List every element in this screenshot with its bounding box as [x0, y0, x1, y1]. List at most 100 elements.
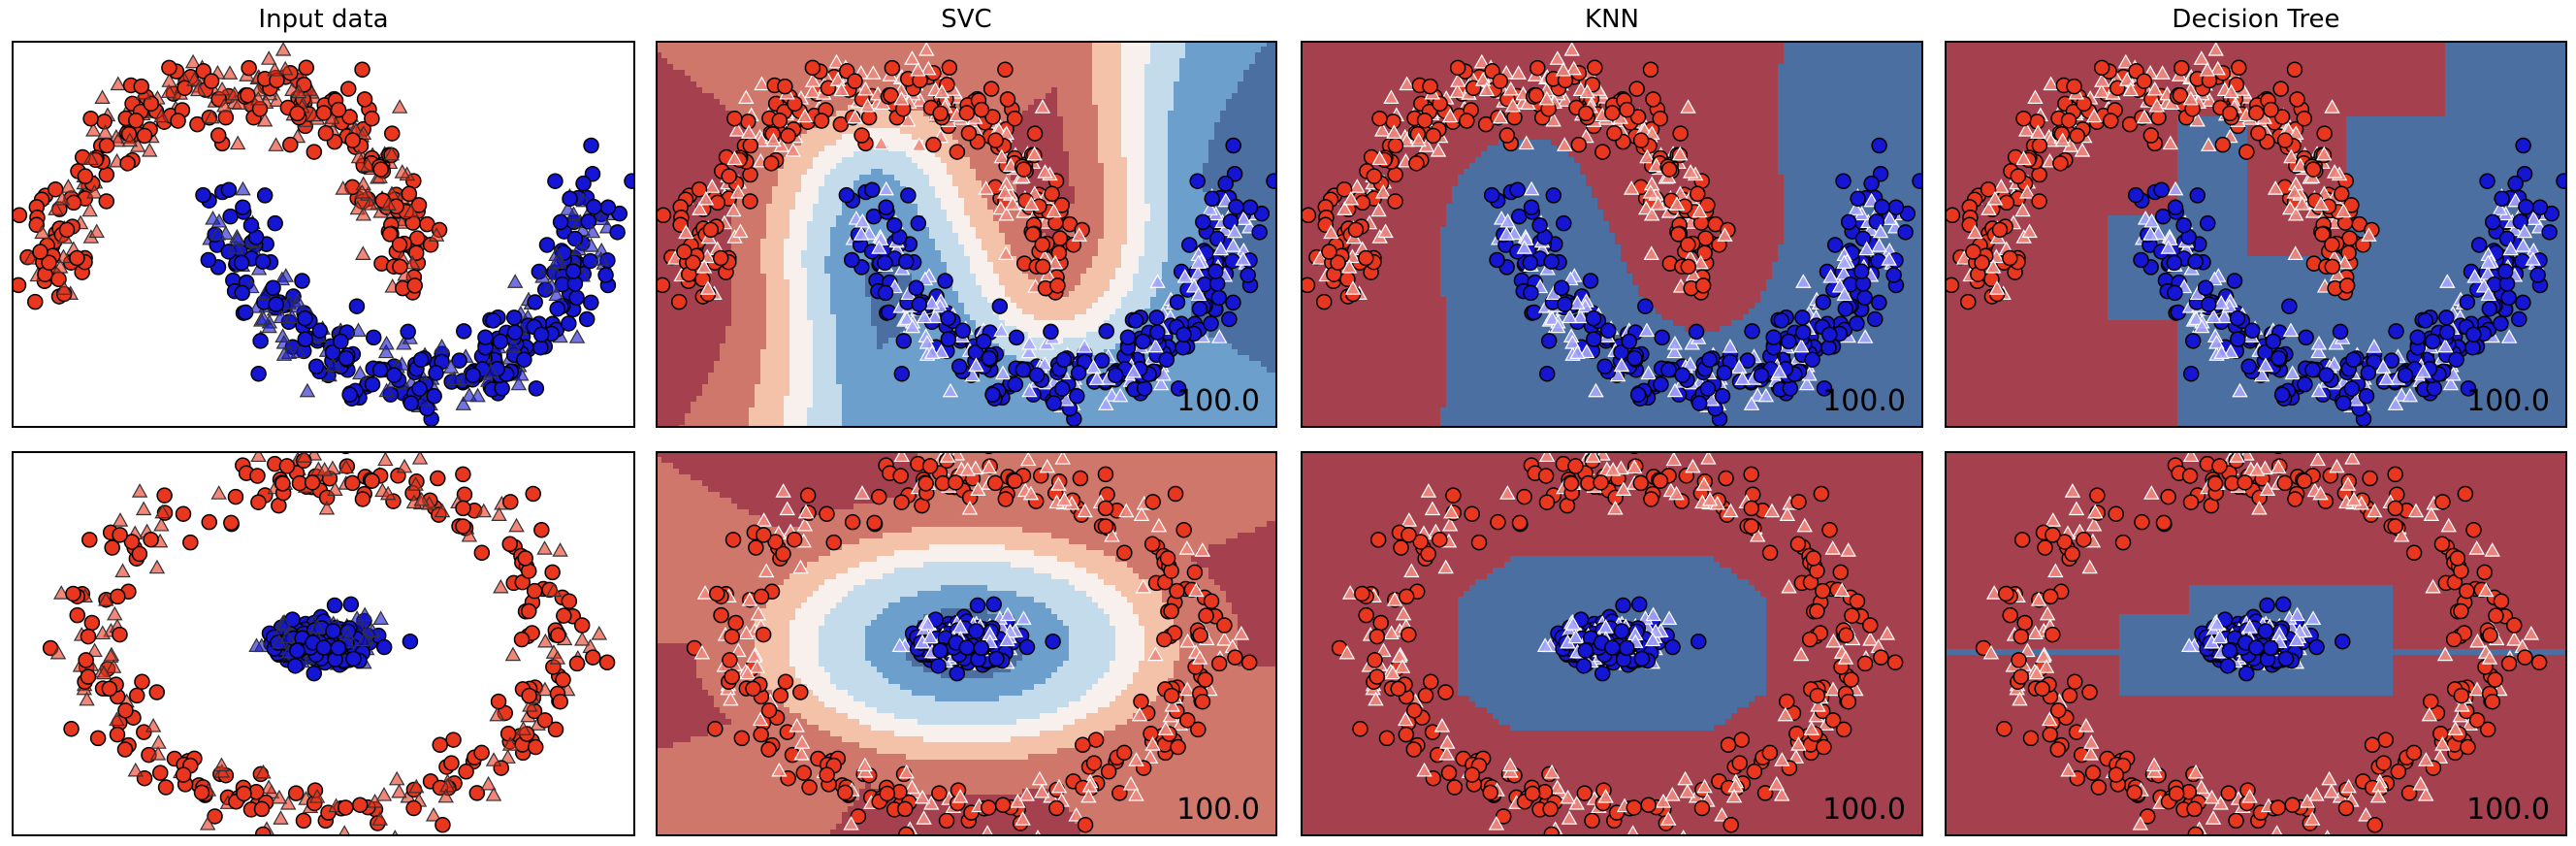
test-point-triangle: [1763, 503, 1781, 518]
test-point-triangle: [1549, 318, 1566, 334]
test-point-triangle: [1499, 485, 1516, 500]
test-point-triangle: [1623, 180, 1640, 195]
test-point-triangle: [2199, 61, 2216, 77]
test-point-triangle: [923, 295, 941, 309]
train-point-circle: [525, 485, 541, 503]
train-point-circle: [1108, 367, 1124, 384]
test-point-triangle: [1375, 642, 1392, 658]
train-point-circle: [1680, 258, 1697, 276]
test-point-triangle: [394, 164, 411, 179]
train-point-circle: [801, 779, 818, 796]
train-point-circle: [575, 175, 592, 192]
train-point-circle: [80, 628, 97, 645]
test-point-triangle: [2162, 135, 2179, 150]
train-point-circle: [1111, 785, 1128, 801]
train-point-circle: [1097, 518, 1114, 535]
train-point-circle: [1387, 193, 1403, 210]
train-point-circle: [513, 631, 531, 648]
train-point-circle: [1809, 602, 1825, 620]
train-point-circle: [1626, 799, 1643, 816]
test-point-triangle: [85, 121, 102, 137]
test-point-triangle: [1565, 60, 1582, 76]
train-point-circle: [864, 181, 881, 198]
test-point-triangle: [785, 142, 801, 157]
train-point-circle: [268, 296, 284, 312]
test-point-triangle: [2437, 338, 2454, 353]
train-point-circle: [392, 258, 408, 276]
train-point-circle: [1034, 258, 1051, 276]
train-point-circle: [670, 293, 688, 310]
test-point-triangle: [833, 81, 850, 97]
train-point-circle: [451, 352, 467, 369]
train-point-circle: [1832, 564, 1850, 581]
test-point-triangle: [483, 363, 499, 378]
train-point-circle: [306, 665, 323, 682]
train-point-circle: [976, 333, 992, 350]
train-point-circle: [1689, 185, 1706, 203]
test-point-triangle: [434, 503, 451, 518]
test-point-triangle: [355, 245, 371, 260]
train-point-circle: [1189, 173, 1206, 189]
test-point-triangle: [1439, 734, 1456, 749]
test-point-triangle: [1391, 648, 1408, 663]
train-point-circle: [561, 593, 578, 609]
train-point-circle: [2174, 59, 2190, 77]
train-point-circle: [2167, 284, 2183, 302]
test-point-triangle: [276, 616, 293, 631]
train-point-circle: [267, 214, 283, 232]
train-point-circle: [401, 185, 418, 203]
train-point-circle: [1628, 81, 1645, 97]
test-point-triangle: [1510, 65, 1527, 80]
test-point-triangle: [442, 359, 460, 374]
test-point-triangle: [1191, 650, 1208, 665]
train-point-circle: [947, 474, 964, 491]
train-point-circle: [2515, 137, 2531, 154]
test-point-triangle: [1793, 338, 1810, 353]
train-point-circle: [721, 168, 737, 184]
test-point-triangle: [204, 109, 220, 124]
train-point-circle: [997, 491, 1014, 507]
test-point-triangle: [255, 310, 273, 325]
test-point-triangle: [504, 338, 522, 353]
train-point-circle: [1135, 333, 1151, 350]
test-point-triangle: [728, 121, 746, 137]
train-point-circle: [289, 105, 306, 122]
test-point-triangle: [2312, 196, 2330, 211]
test-point-triangle: [1164, 697, 1180, 712]
train-point-circle: [1432, 531, 1448, 548]
test-point-triangle: [997, 245, 1014, 260]
test-point-triangle: [2436, 646, 2454, 662]
test-point-triangle: [1410, 132, 1427, 147]
train-point-circle: [1228, 198, 1244, 215]
train-point-circle: [1577, 105, 1594, 122]
train-point-circle: [2066, 78, 2082, 95]
test-point-triangle: [371, 811, 389, 826]
train-point-circle: [1886, 654, 1904, 671]
train-point-circle: [1204, 190, 1220, 208]
test-point-triangle: [396, 458, 413, 473]
test-point-triangle: [1020, 343, 1038, 359]
train-point-circle: [1701, 351, 1718, 368]
train-point-circle: [2516, 166, 2533, 182]
train-point-circle: [384, 125, 401, 142]
test-point-triangle: [94, 89, 111, 105]
train-point-circle: [1621, 333, 1638, 350]
test-point-triangle: [391, 783, 407, 798]
train-point-circle: [1743, 500, 1760, 517]
test-point-triangle: [857, 81, 874, 96]
train-point-circle: [2002, 249, 2018, 267]
test-point-triangle: [2336, 254, 2353, 270]
train-point-circle: [2479, 173, 2496, 189]
score-label: 100.0: [1822, 793, 1906, 827]
train-point-circle: [1393, 539, 1409, 556]
train-point-circle: [709, 585, 725, 602]
test-point-triangle: [904, 779, 920, 795]
title-input-data: Input data: [12, 2, 635, 37]
test-point-triangle: [402, 203, 420, 218]
test-point-triangle: [53, 190, 71, 206]
test-point-triangle: [1403, 563, 1420, 578]
test-point-triangle: [1050, 778, 1068, 794]
train-point-circle: [82, 110, 99, 127]
train-point-circle: [1216, 617, 1233, 634]
train-point-circle: [2197, 279, 2214, 297]
